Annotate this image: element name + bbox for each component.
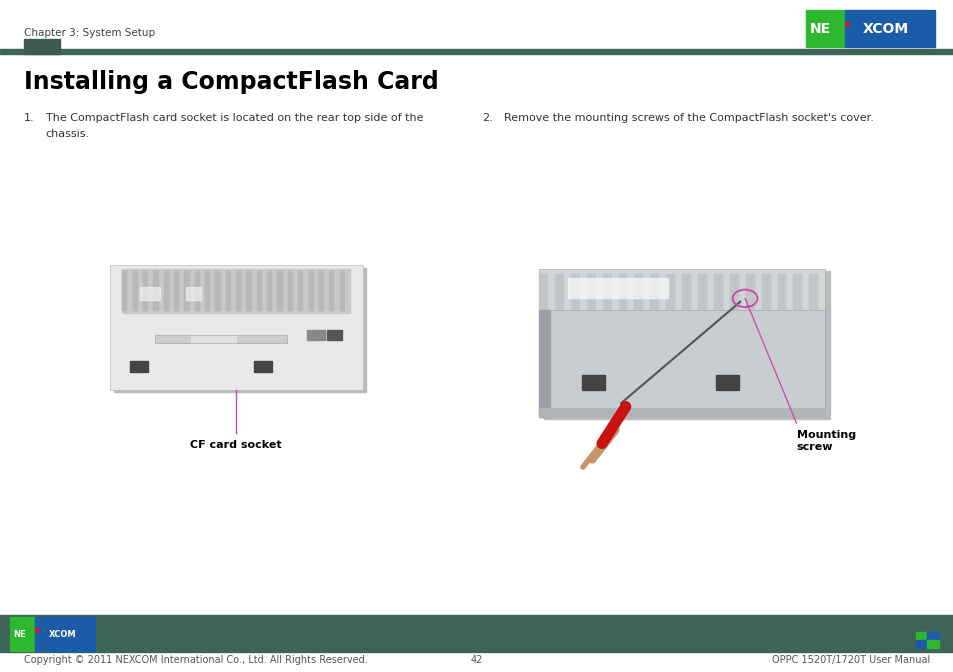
Text: CF card socket: CF card socket (190, 440, 282, 450)
Bar (130, 361, 148, 372)
Text: Installing a CompactFlash Card: Installing a CompactFlash Card (24, 70, 438, 94)
Text: XCOM: XCOM (862, 22, 907, 36)
Bar (164, 271, 168, 310)
Bar (267, 271, 271, 310)
Bar (122, 269, 350, 312)
Bar (570, 274, 578, 308)
Bar (329, 271, 333, 310)
Bar (308, 271, 313, 310)
Bar (665, 274, 674, 308)
Bar (215, 271, 219, 310)
Bar (256, 271, 261, 310)
Bar (194, 271, 198, 310)
Bar (0, 615, 953, 652)
Text: Copyright © 2011 NEXCOM International Co., Ltd. All Rights Reserved.: Copyright © 2011 NEXCOM International Co… (24, 655, 367, 665)
Bar (205, 271, 209, 310)
Text: Chapter 3: System Setup: Chapter 3: System Setup (24, 28, 154, 38)
Text: chassis.: chassis. (46, 129, 90, 139)
Bar (581, 375, 604, 390)
Bar (35, 617, 95, 651)
Bar (538, 310, 824, 417)
Bar (713, 274, 721, 308)
Bar (760, 274, 769, 308)
Bar (698, 274, 705, 308)
Bar (808, 274, 817, 308)
Bar (113, 268, 366, 392)
Text: NE: NE (13, 630, 26, 638)
Bar (327, 330, 342, 340)
Bar (185, 286, 200, 300)
Bar (253, 361, 272, 372)
Bar (745, 274, 753, 308)
Bar (236, 271, 240, 310)
Text: XCOM: XCOM (49, 630, 76, 638)
Bar (555, 274, 562, 308)
Text: 42: 42 (471, 655, 482, 665)
Bar (538, 274, 546, 308)
Bar (716, 375, 739, 390)
Text: 1.: 1. (24, 113, 34, 123)
Text: Mounting
screw: Mounting screw (796, 430, 855, 452)
Bar (318, 271, 323, 310)
Bar (915, 632, 926, 640)
Bar (805, 10, 843, 47)
Bar (307, 330, 324, 340)
Bar (543, 271, 829, 419)
Bar (184, 271, 189, 310)
Text: OPPC 1520T/1720T User Manual: OPPC 1520T/1720T User Manual (771, 655, 929, 665)
Bar (226, 271, 230, 310)
Text: NE: NE (809, 22, 830, 36)
Bar (110, 265, 362, 390)
Bar (288, 271, 292, 310)
Bar (538, 269, 824, 310)
Bar (132, 271, 136, 310)
Bar (926, 640, 938, 648)
Bar (339, 271, 343, 310)
Bar (843, 10, 934, 47)
Bar (277, 271, 281, 310)
Bar (191, 336, 236, 342)
Bar (155, 335, 286, 343)
Bar (567, 278, 667, 298)
Bar (153, 271, 157, 310)
Bar (122, 271, 127, 310)
Bar (143, 271, 147, 310)
Bar (729, 274, 737, 308)
Text: 2.: 2. (481, 113, 492, 123)
Bar (173, 271, 178, 310)
Bar (926, 632, 938, 640)
Bar (298, 271, 302, 310)
Bar (586, 274, 594, 308)
Bar (140, 286, 160, 300)
Bar (602, 274, 610, 308)
Bar (538, 310, 550, 417)
Bar (10, 617, 35, 651)
Text: Remove the mounting screws of the CompactFlash socket's cover.: Remove the mounting screws of the Compac… (503, 113, 873, 123)
Bar (650, 274, 658, 308)
Bar (538, 408, 824, 417)
Bar (915, 640, 926, 648)
Bar (618, 274, 626, 308)
Bar (246, 271, 251, 310)
Bar (777, 274, 784, 308)
Bar (0, 49, 953, 54)
Text: The CompactFlash card socket is located on the rear top side of the: The CompactFlash card socket is located … (46, 113, 423, 123)
Bar (24, 39, 60, 54)
Bar (681, 274, 689, 308)
Bar (793, 274, 801, 308)
Bar (634, 274, 641, 308)
